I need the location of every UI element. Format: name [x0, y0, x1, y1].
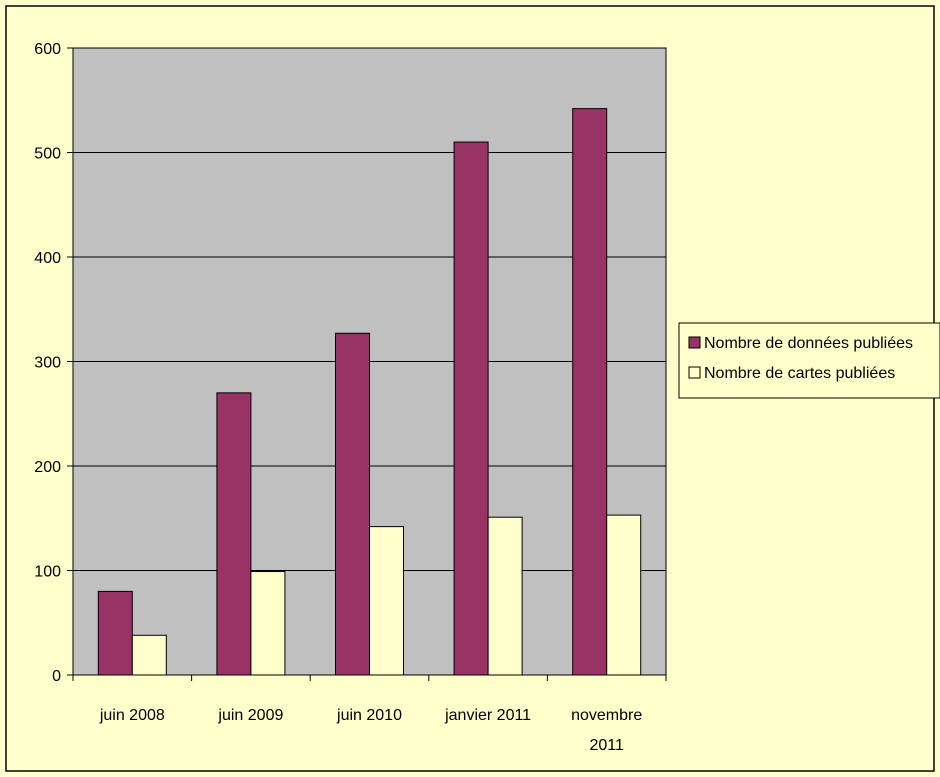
bar-donnees-4 [572, 108, 608, 676]
x-tick-label-0: juin 2008 [99, 707, 165, 724]
y-tick-label-600: 600 [34, 41, 61, 58]
x-tick-label-3: janvier 2011 [444, 707, 531, 724]
y-tick-label-0: 0 [52, 668, 61, 685]
legend: Nombre de données publiées Nombre de cart… [678, 322, 940, 399]
legend-swatch-cartes [688, 366, 701, 379]
bar-cartes-3 [487, 516, 523, 676]
y-tick-label-400: 400 [34, 250, 61, 267]
x-tick-label-4-line-1: 2011 [589, 737, 624, 754]
y-tick-label-500: 500 [34, 146, 61, 163]
bar-donnees-1 [216, 392, 252, 676]
legend-label-donnees: Nombre de données publiées [704, 335, 913, 352]
y-tick-label-100: 100 [34, 564, 61, 581]
x-axis-ticks: juin 2008 juin 2009 juin 2010 janvier 2011 n… [72, 675, 667, 754]
bar-cartes-4 [606, 514, 642, 676]
y-tick-label-200: 200 [34, 459, 61, 476]
bar-cartes-0 [131, 634, 167, 676]
legend-swatch-donnees [688, 336, 701, 349]
y-tick-label-300: 300 [34, 355, 61, 372]
legend-label-cartes: Nombre de cartes publiées [704, 365, 895, 382]
y-axis-ticks: 0 100 200 300 400 500 600 [34, 41, 73, 685]
x-tick-label-2: juin 2010 [336, 707, 402, 724]
x-tick-label-4-line-0: novembre [571, 707, 642, 724]
legend-box [678, 322, 940, 399]
bar-donnees-2 [335, 332, 370, 676]
bar-cartes-2 [369, 526, 404, 676]
x-tick-label-1: juin 2009 [217, 707, 283, 724]
bar-donnees-3 [453, 141, 489, 676]
bar-donnees-0 [97, 590, 133, 676]
bar-cartes-1 [250, 571, 286, 676]
bars [97, 108, 642, 676]
